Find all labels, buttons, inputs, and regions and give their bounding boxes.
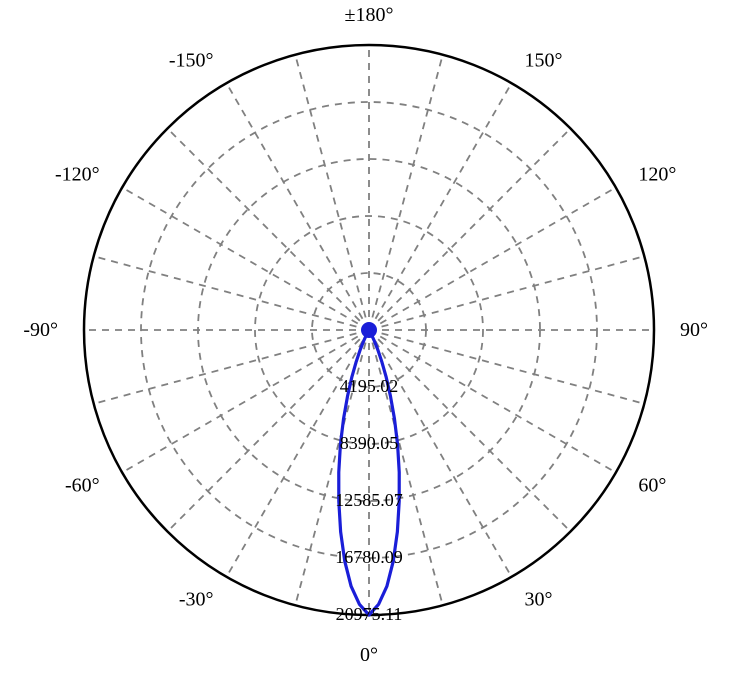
radial-tick-label: 16780.09 xyxy=(335,547,403,567)
angle-tick-label: 90° xyxy=(680,319,708,341)
angle-tick-label: -60° xyxy=(65,475,100,497)
radial-tick-label: 12585.07 xyxy=(335,490,403,510)
polar-chart-svg: 4195.02 8390.05 12585.07 16780.09 20975.11 0°… xyxy=(0,0,738,681)
angle-tick-label: ±180° xyxy=(345,4,394,26)
radial-tick-label: 8390.05 xyxy=(340,433,399,453)
polar-chart: 4195.02 8390.05 12585.07 16780.09 20975.11 0°… xyxy=(0,0,738,681)
angle-tick-label: -90° xyxy=(23,319,58,341)
angle-tick-label: 30° xyxy=(525,588,553,610)
angle-tick-label: 150° xyxy=(525,50,563,72)
angle-tick-label: -120° xyxy=(55,164,100,186)
angle-tick-label: -150° xyxy=(169,50,214,72)
angle-tick-label: 60° xyxy=(638,475,666,497)
angle-tick-label: -30° xyxy=(179,588,214,610)
radial-tick-label: 20975.11 xyxy=(336,604,403,624)
angle-tick-label: 120° xyxy=(638,164,676,186)
radial-tick-label: 4195.02 xyxy=(340,376,399,396)
angle-tick-label: 0° xyxy=(360,644,378,666)
